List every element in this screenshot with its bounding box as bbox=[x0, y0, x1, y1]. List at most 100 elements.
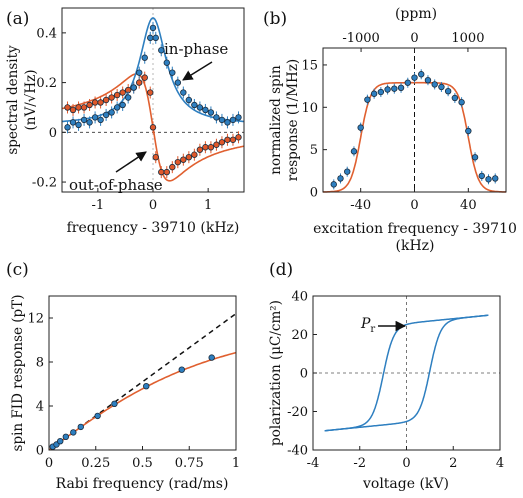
panel-a-in-phase-point bbox=[169, 69, 176, 76]
panel-b-data-point bbox=[478, 172, 485, 180]
panel-a-in-phase-point bbox=[141, 54, 148, 61]
panel-a-ytick-label: 0 bbox=[49, 126, 57, 141]
panel-c-data-point bbox=[57, 438, 64, 445]
panel-a-in-phase-point bbox=[224, 119, 231, 126]
panel-b-data-point bbox=[384, 86, 391, 93]
panel-a-arrow-in-phase bbox=[182, 61, 213, 81]
panel-a-in-phase-point bbox=[152, 34, 159, 42]
panel-a-out-of-phase-point bbox=[169, 163, 176, 171]
panel-a-out-of-phase-point bbox=[64, 104, 71, 111]
panel-b-data-point bbox=[391, 85, 398, 92]
panel-a-out-of-phase-point bbox=[180, 156, 187, 163]
panel-b-data-point bbox=[438, 83, 445, 91]
panel-d-descending-branch bbox=[324, 314, 489, 432]
panel-a-frame bbox=[61, 7, 245, 193]
panel-a-letter: (a) bbox=[6, 9, 29, 29]
panel-b-plot: -40 0 40 0 5 10 15 -1000 0 1000 bbox=[301, 31, 506, 213]
panel-d-annotation-pr: Pr bbox=[360, 316, 375, 335]
panel-b-frame bbox=[322, 47, 507, 193]
panel-a-in-phase-point bbox=[218, 116, 226, 124]
panel-b-fit-curve bbox=[323, 81, 506, 193]
panel-c-letter: (c) bbox=[6, 260, 29, 280]
panel-b-data-point bbox=[357, 124, 364, 131]
panel-a-out-of-phase-point bbox=[136, 79, 143, 86]
panel-a-in-phase-point bbox=[64, 124, 71, 131]
panel-b-data-point bbox=[471, 154, 479, 161]
panel-c-xtick-label: 0.25 bbox=[81, 456, 110, 471]
panel-a-plot: -1 0 1 -0.2 0 0.2 0.4 bbox=[32, 8, 245, 213]
panel-b-data-point bbox=[424, 76, 432, 84]
panel-a-in-phase-point bbox=[202, 106, 209, 114]
panel-a-out-of-phase-point bbox=[69, 106, 77, 114]
panel-a-in-phase-point bbox=[102, 111, 110, 119]
panel-a-in-phase-point bbox=[149, 24, 157, 32]
panel-b-data-point bbox=[458, 99, 465, 106]
panel-d-ytick-label: -40 bbox=[287, 444, 308, 459]
panel-c-ytick-label: 0 bbox=[36, 444, 44, 459]
panel-a-out-of-phase-point bbox=[196, 146, 204, 153]
panel-d-xtick-label: 4 bbox=[496, 456, 504, 471]
panel-a-in-phase-point bbox=[86, 119, 93, 126]
panel-a-out-of-phase-point bbox=[163, 168, 170, 176]
panel-d-xlabel: voltage (kV) bbox=[362, 476, 449, 492]
panel-c-ylabel: spin FID response (pT) bbox=[10, 295, 26, 452]
panel-b-data-point bbox=[377, 88, 385, 96]
panel-b: (b) (ppm) -40 0 40 0 5 10 15 -1000 0 1000 excitat… bbox=[263, 6, 517, 254]
panel-b-ylabel-line2: response (1/MHz) bbox=[285, 59, 301, 181]
panel-b-xtick-label: 40 bbox=[460, 198, 477, 213]
panel-b-ytick-label: 10 bbox=[301, 101, 318, 116]
panel-c-data-point bbox=[94, 412, 101, 420]
panel-c-fit-curve bbox=[48, 351, 237, 451]
panel-a-in-phase-point bbox=[91, 114, 99, 121]
panel-d-ytick-label: -20 bbox=[287, 405, 308, 420]
panel-b-data-point bbox=[465, 127, 472, 135]
panel-a-in-phase-point bbox=[158, 47, 165, 54]
panel-c-data-point bbox=[111, 400, 118, 407]
panel-a-in-phase-point bbox=[196, 104, 204, 111]
panel-a-in-phase-point bbox=[163, 59, 170, 66]
panel-d-letter: (d) bbox=[269, 260, 293, 280]
panel-d-xtick-label: -4 bbox=[307, 456, 320, 471]
panel-a-out-of-phase-point bbox=[97, 99, 104, 106]
panel-b-data-point bbox=[337, 175, 344, 182]
panel-d-xtick-label: -2 bbox=[353, 456, 366, 471]
panel-a-in-phase-point bbox=[69, 119, 77, 126]
panel-c-data-point bbox=[70, 429, 77, 436]
panel-a-in-phase-point bbox=[124, 94, 132, 101]
panel-a-annotation-out-of-phase: out-of-phase bbox=[69, 176, 163, 194]
panel-a-out-of-phase-point bbox=[152, 153, 159, 161]
panel-b-top-tick-label: 0 bbox=[410, 31, 418, 46]
panel-a-in-phase-point bbox=[185, 96, 193, 104]
panel-a-out-of-phase-point bbox=[224, 136, 231, 143]
panel-a-out-of-phase-point bbox=[207, 144, 215, 151]
panel-d-frame bbox=[312, 295, 501, 451]
panel-d-ytick-label: 20 bbox=[291, 328, 308, 343]
panel-b-top-tick-label: -1000 bbox=[342, 31, 379, 46]
panel-a-out-of-phase-point bbox=[108, 94, 115, 101]
panel-a-in-phase-point bbox=[75, 121, 82, 129]
panel-b-data-point bbox=[451, 94, 459, 102]
panel-a-in-phase-point bbox=[174, 79, 182, 86]
panel-a-out-of-phase-point bbox=[119, 89, 126, 96]
panel-b-data-point bbox=[404, 79, 411, 86]
panel-a-in-phase-point bbox=[108, 109, 115, 116]
panel-a-out-of-phase-point bbox=[229, 136, 237, 143]
panel-a-out-of-phase-point bbox=[158, 168, 165, 176]
panel-a-in-phase-point bbox=[147, 34, 154, 42]
panel-c-data-point bbox=[62, 433, 70, 440]
panel-a-out-of-phase-point bbox=[75, 104, 82, 111]
panel-a-xtick-label: 0 bbox=[149, 198, 157, 213]
panel-b-ylabel-line1: normalized spin bbox=[268, 65, 284, 175]
panel-c-xtick-label: 1 bbox=[232, 456, 240, 471]
panel-d-annotation-pr-main: P bbox=[360, 316, 371, 332]
panel-c-data-point bbox=[178, 366, 185, 373]
panel-a-in-phase-point bbox=[136, 69, 143, 76]
panel-b-letter: (b) bbox=[263, 9, 287, 29]
panel-c-xtick-label: 0 bbox=[45, 456, 53, 471]
panel-a-out-of-phase-point bbox=[213, 141, 220, 148]
panel-a-out-of-phase-point bbox=[202, 144, 209, 151]
panel-c-data-point bbox=[77, 423, 84, 431]
panel-a-out-of-phase-point bbox=[86, 101, 93, 109]
